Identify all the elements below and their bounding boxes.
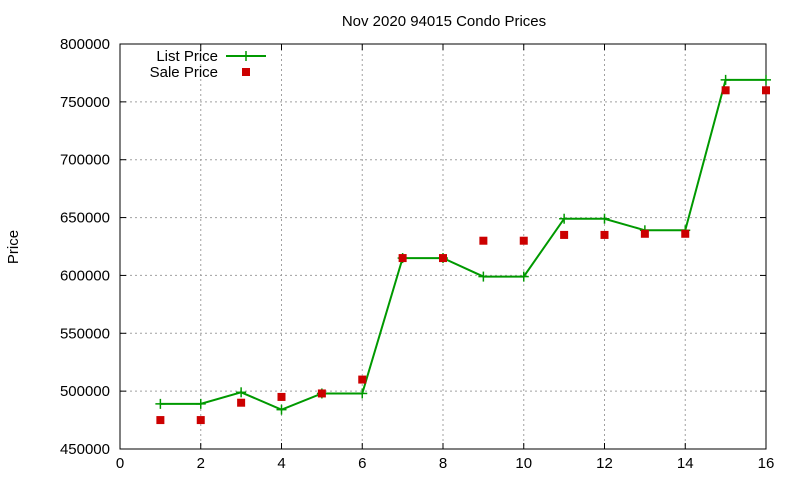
sale-price-point: [560, 230, 569, 239]
legend-marker-list-price: [241, 51, 251, 61]
sale-price-point: [196, 416, 205, 425]
axis-ticks: 0 2 4 6 8 10 12 14 16 450000 500000 550000 600000 650…: [60, 36, 774, 472]
sale-price-point: [600, 230, 609, 239]
list-price-point: [720, 74, 731, 85]
grid: [120, 44, 766, 449]
sale-price-point: [762, 86, 770, 95]
y-tick-label: 650000: [60, 210, 110, 227]
y-axis-label: Price: [5, 230, 22, 264]
series: [155, 74, 771, 425]
sale-price-point: [317, 389, 326, 398]
y-tick-label: 450000: [60, 441, 110, 458]
list-price-point: [599, 213, 610, 224]
list-price-point: [195, 398, 206, 409]
list-price-point: [155, 398, 166, 409]
y-tick-label: 550000: [60, 325, 110, 342]
sale-price-point: [721, 86, 730, 95]
list-price-point: [236, 387, 247, 398]
list-price-point: [559, 213, 570, 224]
sale-price-point: [156, 416, 165, 425]
x-tick-label: 8: [439, 455, 447, 472]
x-tick-label: 4: [277, 455, 285, 472]
list-price-point: [761, 74, 771, 85]
sale-price-point: [640, 229, 649, 238]
chart-title: Nov 2020 94015 Condo Prices: [342, 13, 546, 30]
y-tick-label: 700000: [60, 152, 110, 169]
x-tick-label: 12: [596, 455, 613, 472]
sale-price-point: [479, 236, 488, 245]
y-tick-label: 800000: [60, 36, 110, 53]
x-tick-label: 6: [358, 455, 366, 472]
x-tick-label: 0: [116, 455, 124, 472]
list-price-point: [518, 271, 529, 282]
y-tick-label: 500000: [60, 383, 110, 400]
list-price-point: [276, 404, 287, 415]
list-price-point: [478, 271, 489, 282]
sale-price-point: [519, 236, 528, 245]
list-price-point: [357, 388, 368, 399]
y-tick-label: 750000: [60, 94, 110, 111]
x-tick-label: 16: [758, 455, 775, 472]
sale-price-point: [358, 375, 367, 384]
sale-price-point: [237, 398, 246, 407]
x-tick-label: 2: [197, 455, 205, 472]
list-price-line: [160, 78, 766, 411]
y-tick-label: 600000: [60, 267, 110, 284]
sale-price-point: [398, 254, 407, 263]
x-tick-label: 10: [515, 455, 532, 472]
x-tick-label: 14: [677, 455, 694, 472]
sale-price-point: [439, 254, 447, 263]
legend-swatch-sale-price: [242, 68, 250, 76]
legend-label-list-price: List Price: [156, 48, 218, 65]
legend-label-sale-price: Sale Price: [150, 64, 218, 81]
sale-price-point: [277, 392, 286, 401]
sale-price-point: [681, 229, 690, 238]
